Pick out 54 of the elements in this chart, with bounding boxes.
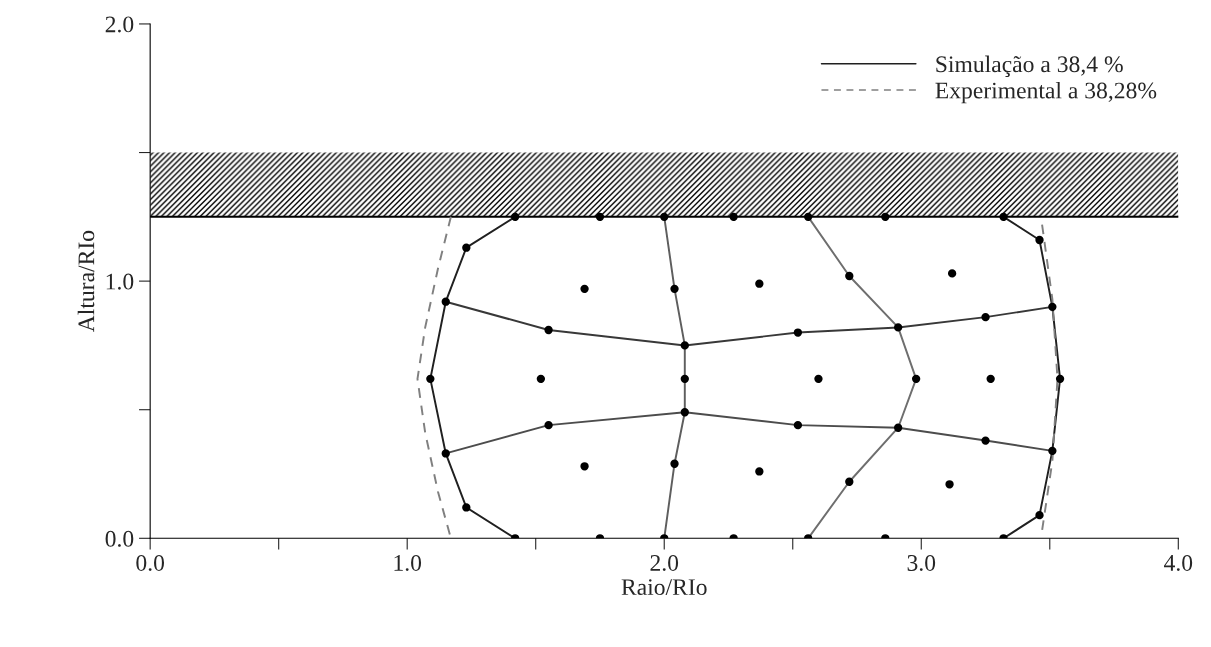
point — [660, 212, 669, 221]
point — [755, 279, 764, 288]
y-tick-label: 1.0 — [106, 273, 134, 290]
point — [999, 212, 1008, 221]
point — [580, 462, 589, 471]
point — [1035, 235, 1044, 245]
point — [680, 374, 689, 384]
point — [986, 374, 995, 384]
x-axis-title: Raio/RIo — [621, 579, 707, 596]
point — [881, 212, 890, 221]
point — [595, 212, 605, 221]
point — [981, 436, 990, 445]
point — [441, 297, 450, 306]
point — [544, 420, 553, 430]
point — [580, 284, 589, 293]
point — [845, 271, 854, 281]
point — [845, 477, 854, 486]
point — [947, 269, 957, 278]
point — [510, 212, 520, 221]
legend-label: Simulação a 38,4 % — [936, 55, 1123, 78]
point — [462, 243, 471, 252]
point — [793, 328, 803, 337]
point — [729, 212, 738, 221]
point — [536, 374, 546, 384]
point — [804, 212, 813, 221]
y-axis-title: Altura/RIo — [77, 230, 95, 333]
point — [911, 374, 921, 384]
point — [893, 423, 903, 432]
point — [1035, 510, 1044, 520]
point — [793, 420, 803, 430]
point — [1048, 446, 1057, 456]
point — [893, 323, 903, 332]
point — [462, 503, 471, 512]
x-tick-label: 0.0 — [136, 554, 165, 571]
point — [945, 480, 954, 489]
point — [680, 341, 689, 350]
point — [670, 284, 679, 293]
point — [670, 459, 679, 468]
point — [981, 312, 990, 322]
point — [1048, 302, 1057, 312]
x-tick-label: 4.0 — [1164, 554, 1193, 571]
point — [441, 449, 450, 458]
point — [680, 408, 689, 417]
y-tick-label: 0.0 — [105, 530, 134, 547]
point — [544, 325, 553, 335]
point — [426, 374, 435, 384]
point — [814, 374, 823, 384]
point — [1055, 374, 1065, 384]
point — [755, 467, 764, 476]
legend-label: Experimental a 38,28% — [935, 81, 1157, 104]
x-tick-label: 1.0 — [394, 554, 422, 571]
x-tick-label: 3.0 — [907, 554, 936, 571]
x-tick-label: 2.0 — [650, 554, 679, 571]
y-tick-label: 2.0 — [105, 16, 134, 33]
